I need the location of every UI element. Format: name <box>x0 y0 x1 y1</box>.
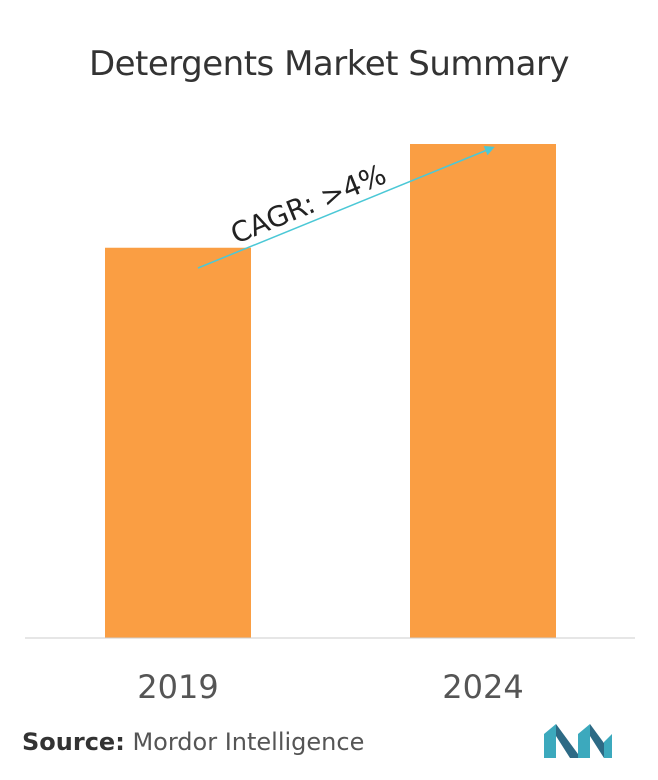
cagr-annotation: CAGR: >4% <box>226 158 391 251</box>
cagr-arrow <box>197 146 495 269</box>
x-tick-label-2024: 2024 <box>442 668 523 700</box>
source-text: Mordor Intelligence <box>132 728 365 756</box>
bar-2019 <box>105 247 251 639</box>
source-label: Source: <box>22 728 125 756</box>
source-note: Source: Mordor Intelligence <box>22 728 364 756</box>
bar-chart: 2019 2024 CAGR: >4% <box>25 144 635 700</box>
chart-title: Detergents Market Summary <box>88 44 570 84</box>
x-tick-label-2019: 2019 <box>137 668 218 700</box>
mordor-logo-icon <box>544 724 612 758</box>
bar-2024 <box>410 144 556 638</box>
